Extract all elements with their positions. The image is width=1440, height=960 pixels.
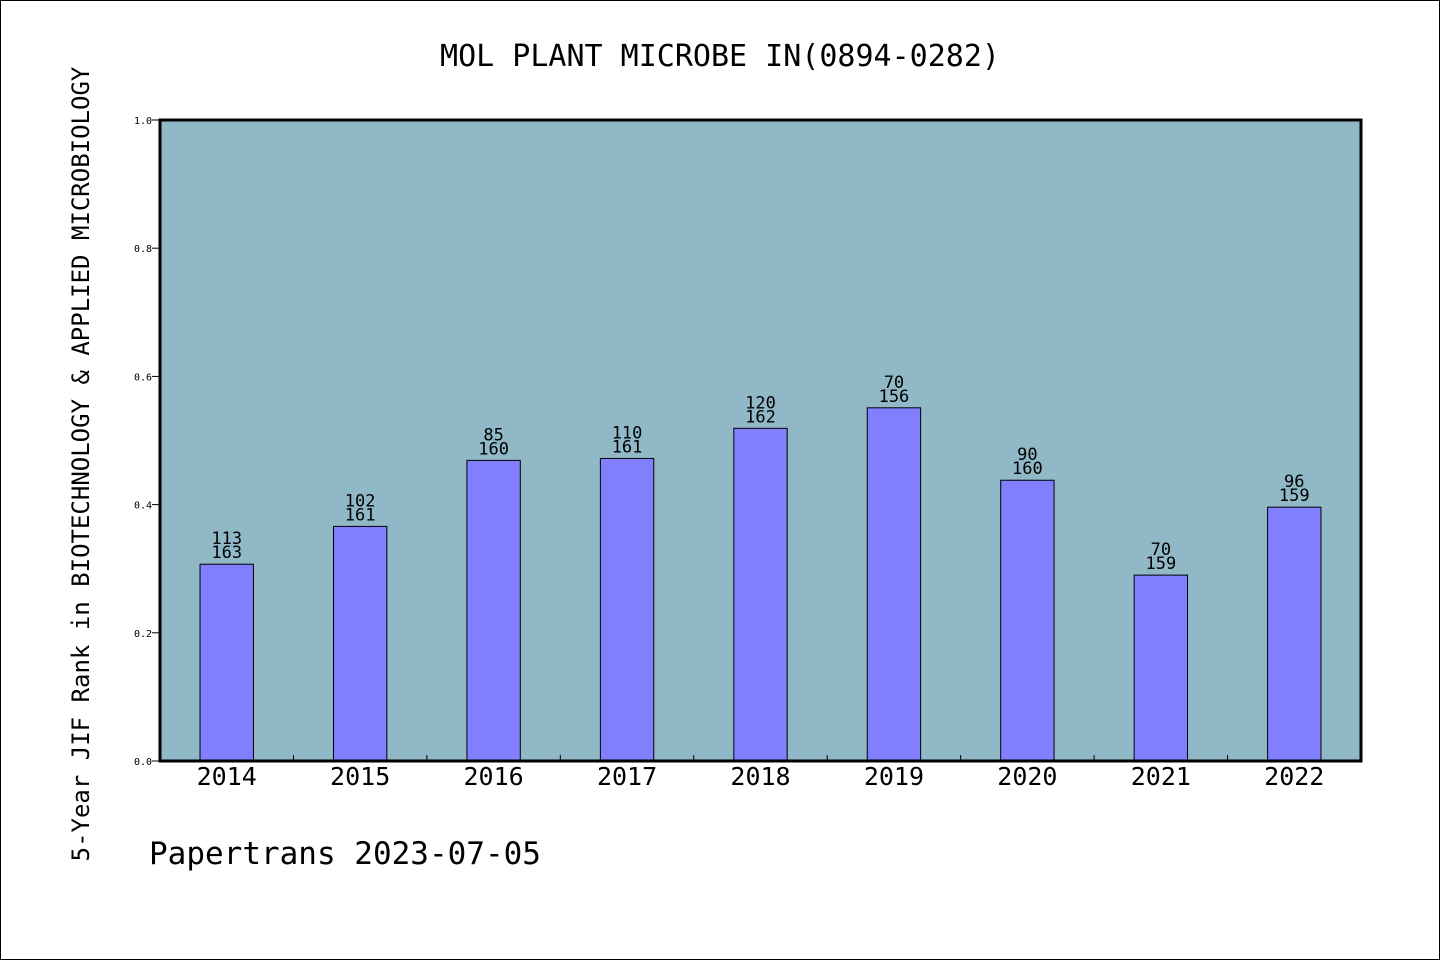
bar-rank-label-2020: 90: [1017, 445, 1037, 465]
bar-2019: [866, 407, 922, 762]
y-tick-label-2: 0.4: [134, 501, 152, 512]
bar-2020: [1000, 479, 1055, 762]
bar-rank-label-2016: 85: [483, 425, 503, 445]
chart-title: MOL PLANT MICROBE IN(0894-0282): [440, 39, 1000, 74]
bar-total-label-2014: 163: [211, 543, 242, 563]
y-tick-label-4: 0.8: [134, 244, 152, 255]
x-tick-label-2015: 2015: [330, 762, 390, 791]
bar-rank-label-2022: 96: [1284, 472, 1304, 492]
bar-rank-label-2019: 70: [884, 373, 904, 393]
x-tick-label-2022: 2022: [1264, 762, 1324, 791]
x-tick-label-2021: 2021: [1131, 762, 1191, 791]
y-tick-label-5: 1.0: [134, 116, 152, 127]
bar-labels-group: 1131631021618516011016112016270156901607…: [211, 373, 1309, 574]
x-tick-label-2019: 2019: [864, 762, 924, 791]
bar-rank-label-2014: 113: [211, 529, 242, 549]
bar-2016: [466, 459, 521, 762]
bars-group: [199, 407, 1322, 762]
y-tick-label-1: 0.2: [134, 629, 152, 640]
bar-rank-label-2018: 120: [745, 393, 776, 413]
bar-total-label-2015: 161: [345, 505, 376, 525]
footer-text: Papertrans 2023-07-05: [149, 836, 541, 872]
bar-rank-label-2017: 110: [612, 423, 643, 443]
bar-total-label-2016: 160: [478, 439, 509, 459]
bar-2015: [332, 525, 388, 762]
x-tick-label-2018: 2018: [730, 762, 790, 791]
y-tick-label-3: 0.6: [134, 372, 152, 383]
x-tick-label-2017: 2017: [597, 762, 657, 791]
bar-2014: [199, 563, 254, 762]
y-axis: 0.0 0.2 0.4 0.6 0.8 1.0: [134, 116, 160, 768]
x-tick-label-2014: 2014: [197, 762, 257, 791]
bar-2022: [1267, 506, 1322, 762]
y-tick-label-0: 0.0: [134, 757, 152, 768]
bar-total-label-2022: 159: [1279, 486, 1310, 506]
y-axis-label: 5-Year JIF Rank in BIOTECHNOLOGY & APPLI…: [67, 66, 95, 861]
x-tick-label-2020: 2020: [997, 762, 1057, 791]
bar-total-label-2018: 162: [745, 407, 776, 427]
bar-rank-label-2015: 102: [345, 491, 376, 511]
bar-total-label-2021: 159: [1145, 554, 1176, 574]
bar-total-label-2020: 160: [1012, 459, 1043, 479]
plot-border: [158, 118, 1363, 763]
bar-rank-label-2021: 70: [1151, 540, 1171, 560]
bar-total-label-2019: 156: [879, 387, 910, 407]
bar-2018: [733, 427, 788, 762]
x-axis: 2014 2015 2016 2017 2018 2019 2020 2021 2022: [197, 755, 1324, 791]
bar-2017: [599, 457, 655, 762]
x-tick-label-2016: 2016: [464, 762, 524, 791]
bar-2021: [1133, 574, 1189, 762]
bar-total-label-2017: 161: [612, 437, 643, 457]
